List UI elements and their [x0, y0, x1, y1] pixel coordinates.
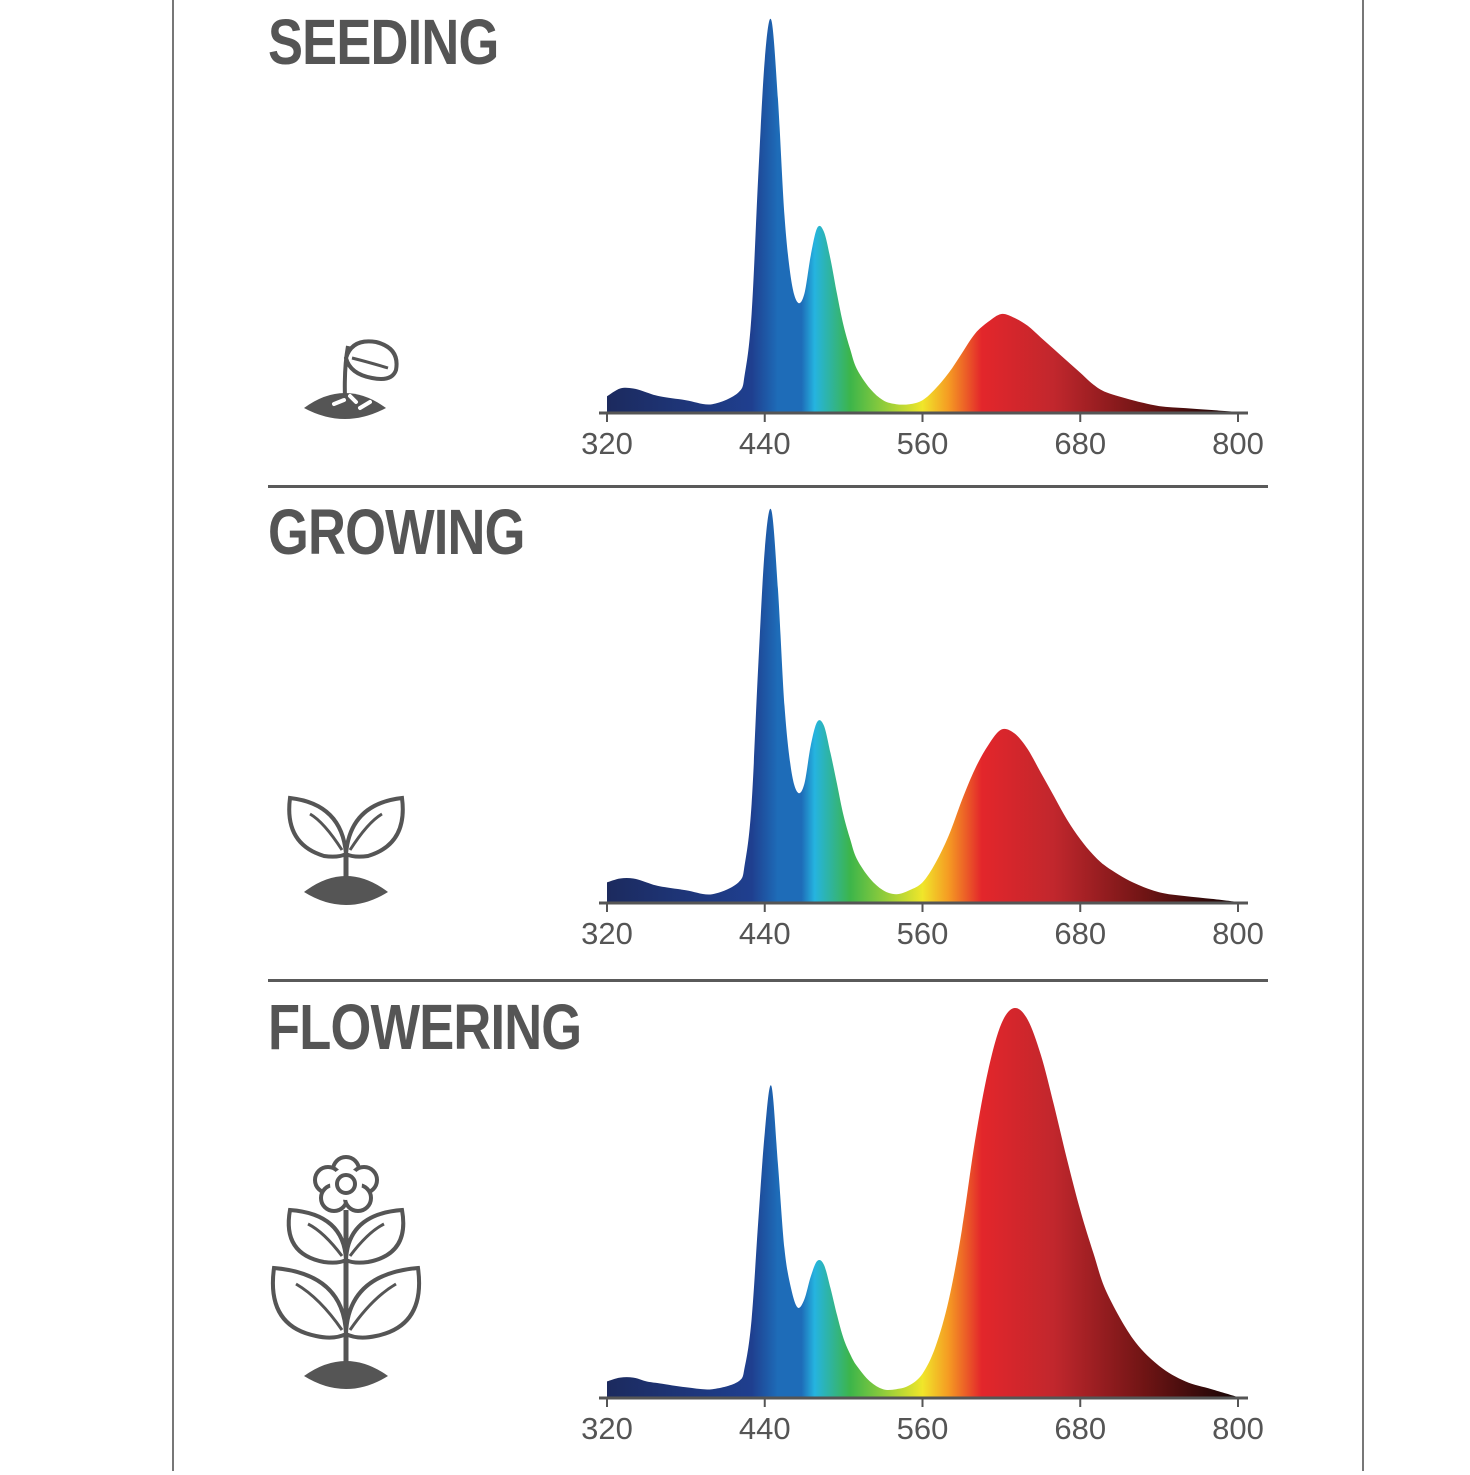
spectrum-area [607, 508, 1238, 902]
growing-title: GROWING [268, 496, 525, 568]
spectrum-area [607, 1007, 1238, 1397]
x-tick-label: 560 [897, 916, 949, 951]
seeding-title: SEEDING [268, 6, 499, 78]
seeding-panel: SEEDING 320 440 560 680 800 [0, 0, 1470, 490]
young-plant-icon [287, 795, 405, 905]
x-tick-label: 560 [897, 426, 949, 461]
flowering-spectrum-chart: 320 440 560 680 800 [581, 1007, 1264, 1446]
x-tick-label: 320 [581, 916, 633, 951]
x-tick-label: 440 [739, 426, 791, 461]
x-tick-label: 800 [1212, 426, 1264, 461]
growing-spectrum-chart: 320 440 560 680 800 [581, 508, 1264, 951]
left-frame-line [172, 0, 174, 1471]
growing-panel: GROWING 320 440 560 680 800 [0, 490, 1470, 980]
x-tick-label: 320 [581, 426, 633, 461]
x-tick-label: 560 [897, 1411, 949, 1446]
flowering-plant-icon [270, 1155, 422, 1389]
flowering-title: FLOWERING [268, 991, 582, 1063]
seeding-spectrum-chart: 320 440 560 680 800 [581, 18, 1264, 461]
x-tick-label: 680 [1054, 916, 1106, 951]
x-tick-label: 680 [1054, 426, 1106, 461]
x-tick-label: 800 [1212, 1411, 1264, 1446]
spectrum-area [607, 18, 1238, 412]
separator-2 [268, 979, 1268, 982]
seedling-sprout-icon [304, 339, 399, 419]
x-tick-label: 320 [581, 1411, 633, 1446]
x-tick-label: 440 [739, 1411, 791, 1446]
x-tick-label: 800 [1212, 916, 1264, 951]
right-frame-line [1362, 0, 1364, 1471]
x-tick-label: 440 [739, 916, 791, 951]
flowering-panel: FLOWERING 320 440 560 680 800 [0, 985, 1470, 1475]
x-tick-label: 680 [1054, 1411, 1106, 1446]
separator-1 [268, 485, 1268, 488]
